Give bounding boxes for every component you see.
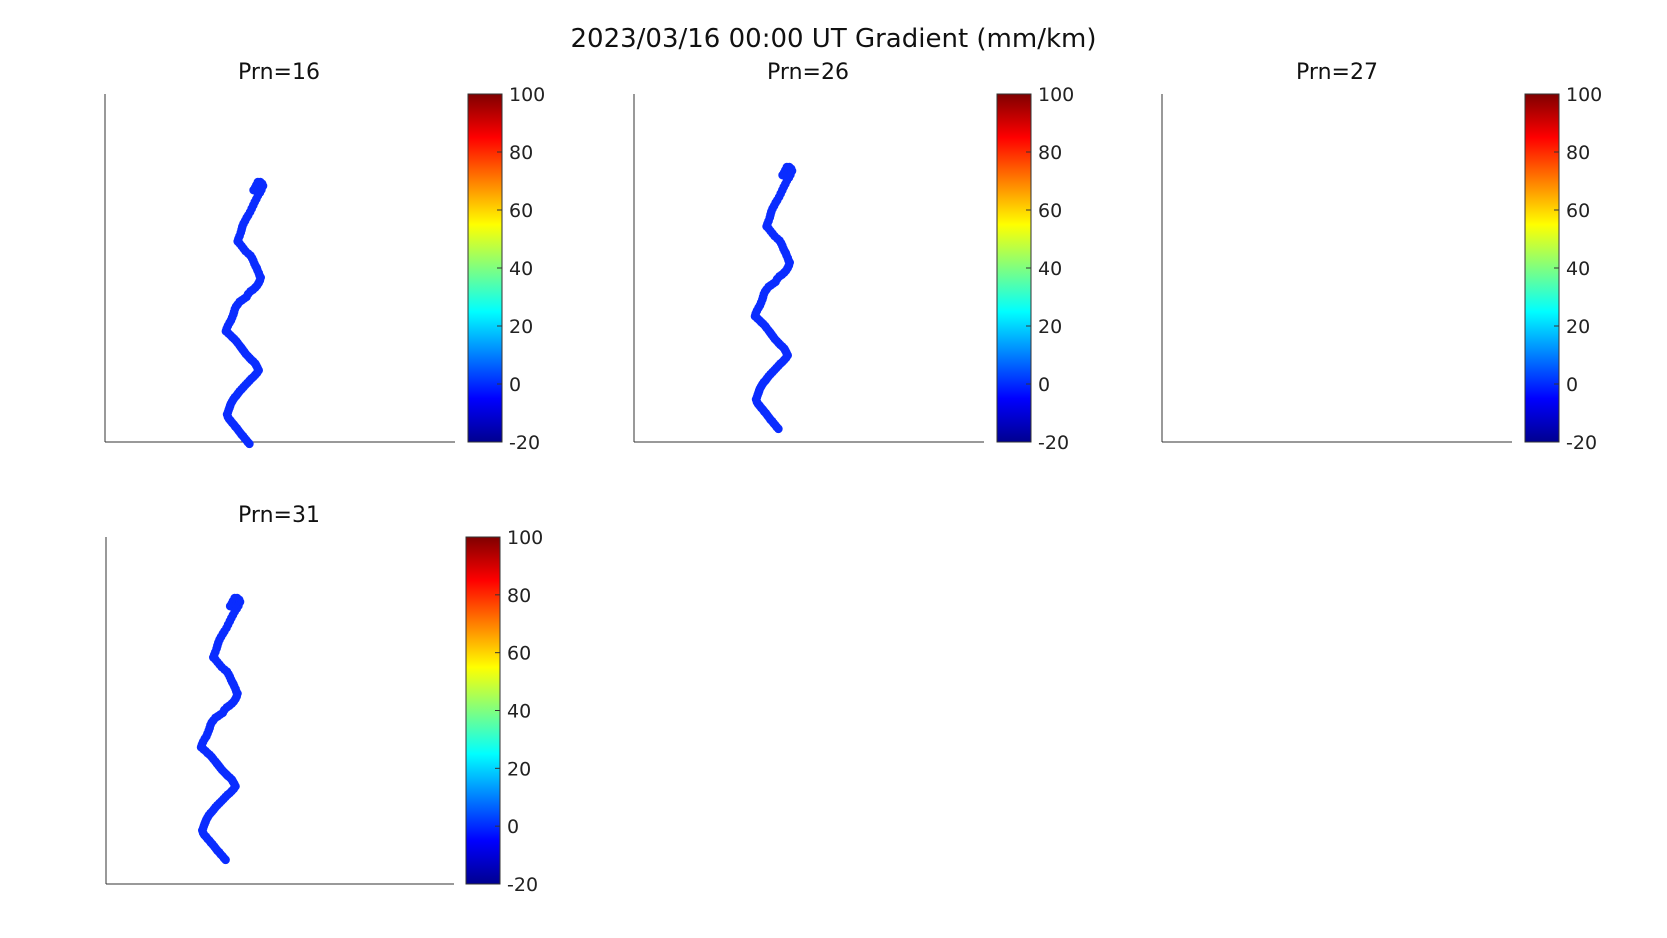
colorbar-tick-label: 0 bbox=[507, 816, 519, 838]
panel-title: Prn=27 bbox=[1296, 60, 1378, 85]
colorbar-tick-label: 100 bbox=[507, 527, 543, 549]
panel-1: 100 80 60 40 20 0 -20 bbox=[104, 84, 545, 454]
colorbar-tick-label: 20 bbox=[507, 758, 531, 780]
colorbar-tick-label: 40 bbox=[1566, 258, 1590, 280]
colorbar-tick-label: 80 bbox=[507, 585, 531, 607]
colorbar-tick-label: 40 bbox=[1038, 258, 1062, 280]
data-point bbox=[245, 439, 254, 449]
colorbar-tick-label: 20 bbox=[1038, 316, 1062, 338]
colorbar-tick-label: -20 bbox=[1038, 432, 1069, 454]
colorbar-tick-label: 80 bbox=[509, 142, 533, 164]
data-point bbox=[774, 424, 783, 434]
colorbar-tick-label: 100 bbox=[1038, 84, 1074, 106]
panel-title: Prn=31 bbox=[238, 503, 320, 528]
panel-2: 100 80 60 40 20 0 -20 bbox=[633, 84, 1074, 454]
colorbar-tick-label: 100 bbox=[1566, 84, 1602, 106]
panel-title: Prn=16 bbox=[238, 60, 320, 85]
figure-title: 2023/03/16 00:00 UT Gradient (mm/km) bbox=[570, 24, 1097, 54]
colorbar-tick-label: 80 bbox=[1038, 142, 1062, 164]
colorbar bbox=[467, 93, 503, 443]
colorbar-tick-label: -20 bbox=[509, 432, 540, 454]
colorbar-tick-label: 20 bbox=[1566, 316, 1590, 338]
colorbar-tick-label: 20 bbox=[509, 316, 533, 338]
panel-title: Prn=26 bbox=[767, 60, 849, 85]
colorbar-tick-label: 40 bbox=[509, 258, 533, 280]
panel-3: 100 80 60 40 20 0 -20 bbox=[1161, 84, 1602, 454]
colorbar bbox=[996, 93, 1032, 443]
colorbar-tick-label: 80 bbox=[1566, 142, 1590, 164]
colorbar-tick-label: -20 bbox=[507, 874, 538, 896]
colorbar-tick-label: 40 bbox=[507, 701, 531, 723]
colorbar-tick-label: 0 bbox=[509, 374, 521, 396]
colorbar-tick-label: 0 bbox=[1566, 374, 1578, 396]
colorbar-tick-label: -20 bbox=[1566, 432, 1597, 454]
panel-4: 100 80 60 40 20 0 -20 bbox=[105, 527, 543, 896]
colorbar-tick-label: 60 bbox=[1038, 200, 1062, 222]
colorbar-tick-label: 100 bbox=[509, 84, 545, 106]
colorbar-tick-label: 0 bbox=[1038, 374, 1050, 396]
data-point bbox=[221, 855, 230, 865]
colorbar bbox=[465, 536, 501, 885]
colorbar-tick-label: 60 bbox=[509, 200, 533, 222]
colorbar-tick-label: 60 bbox=[1566, 200, 1590, 222]
colorbar bbox=[1524, 93, 1560, 443]
colorbar-tick-label: 60 bbox=[507, 643, 531, 665]
